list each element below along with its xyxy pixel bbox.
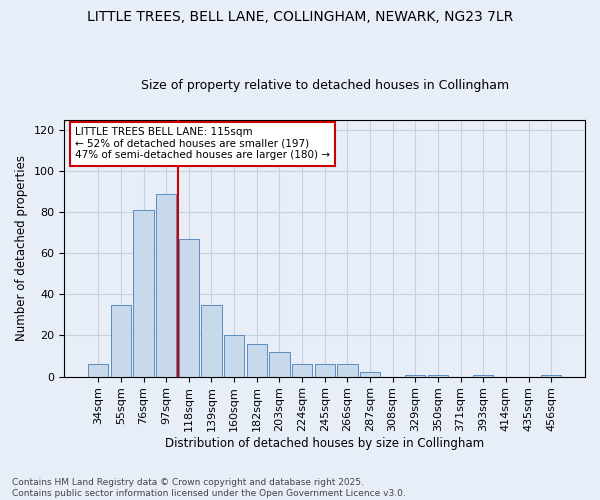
Y-axis label: Number of detached properties: Number of detached properties xyxy=(15,155,28,341)
Bar xyxy=(269,352,290,376)
Bar xyxy=(337,364,358,376)
Bar xyxy=(156,194,176,376)
Bar xyxy=(314,364,335,376)
Bar xyxy=(179,239,199,376)
Text: LITTLE TREES BELL LANE: 115sqm
← 52% of detached houses are smaller (197)
47% of: LITTLE TREES BELL LANE: 115sqm ← 52% of … xyxy=(75,128,330,160)
Bar xyxy=(292,364,312,376)
Text: LITTLE TREES, BELL LANE, COLLINGHAM, NEWARK, NG23 7LR: LITTLE TREES, BELL LANE, COLLINGHAM, NEW… xyxy=(87,10,513,24)
Bar xyxy=(201,304,221,376)
Bar xyxy=(88,364,109,376)
Bar xyxy=(473,374,493,376)
Text: Contains HM Land Registry data © Crown copyright and database right 2025.
Contai: Contains HM Land Registry data © Crown c… xyxy=(12,478,406,498)
Bar xyxy=(541,374,562,376)
Title: Size of property relative to detached houses in Collingham: Size of property relative to detached ho… xyxy=(140,79,509,92)
Bar xyxy=(428,374,448,376)
Bar xyxy=(360,372,380,376)
X-axis label: Distribution of detached houses by size in Collingham: Distribution of detached houses by size … xyxy=(165,437,484,450)
Bar xyxy=(224,336,244,376)
Bar xyxy=(111,304,131,376)
Bar xyxy=(247,344,267,376)
Bar xyxy=(405,374,425,376)
Bar xyxy=(133,210,154,376)
